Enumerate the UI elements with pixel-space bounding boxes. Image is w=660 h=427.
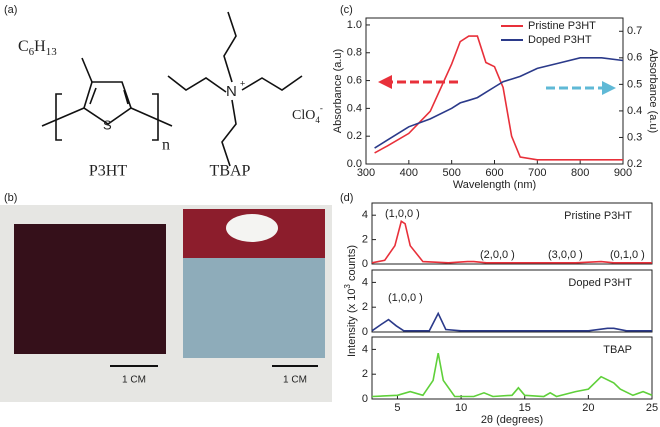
y2-tick-label: 0.4 (627, 105, 642, 117)
series-line (371, 311, 652, 332)
y-tick-label: 0 (362, 258, 368, 270)
y-tick-label: 4 (362, 343, 368, 355)
x-tick-label: 900 (614, 167, 632, 179)
y-tick-label: 0.2 (347, 130, 362, 142)
y-tick-label: 0 (362, 326, 368, 338)
side-chain: C6H13 (18, 38, 57, 58)
y-tick-label: 2 (362, 234, 368, 246)
panel-label: (a) (4, 4, 17, 16)
x-tick-label: 800 (571, 167, 589, 179)
y-tick-label: 0.0 (347, 158, 362, 170)
y-tick-label: 4 (362, 276, 368, 288)
nitrogen: N (226, 83, 237, 100)
scale-label: 1 CM (122, 375, 146, 386)
x-tick-label: 20 (582, 402, 594, 414)
y-tick-label: 2 (362, 301, 368, 313)
x-tick-label: 10 (455, 402, 467, 414)
x-tick-label: 25 (646, 402, 658, 414)
peak-label: (1,0,0 ) (385, 208, 420, 220)
y2-tick-label: 0.6 (627, 52, 642, 64)
molecule-name: P3HT (89, 163, 127, 180)
peak-label: (1,0,0 ) (388, 292, 423, 304)
x-tick-label: 500 (442, 167, 460, 179)
series-label: Doped P3HT (568, 277, 632, 289)
x-tick-label: 15 (519, 402, 531, 414)
y-tick-label: 4 (362, 209, 368, 221)
tbap-structure (167, 11, 303, 167)
series-line (371, 352, 653, 398)
pristine-film (14, 224, 166, 354)
counter-ion: ClO4- (292, 103, 323, 125)
peak-label: (3,0,0 ) (548, 249, 583, 261)
y-tick-label: 2 (362, 368, 368, 380)
series-label: TBAP (603, 344, 632, 356)
molecule-name: TBAP (210, 163, 251, 180)
peak-label: (2,0,0 ) (480, 249, 515, 261)
peak-label: (0,1,0 ) (610, 249, 645, 261)
legend-label: Doped P3HT (528, 34, 592, 46)
sulfur: S (103, 117, 112, 132)
y-tick-label: 0.8 (347, 47, 362, 59)
plot-frame (371, 336, 653, 400)
x-tick-label: 700 (528, 167, 546, 179)
y-tick-label: 0.6 (347, 74, 362, 86)
panel-label: (c) (340, 4, 353, 16)
arrowhead (378, 75, 392, 89)
y2-tick-label: 0.2 (627, 158, 642, 170)
y-tick-label: 0.4 (347, 102, 362, 114)
y2-tick-label: 0.7 (627, 25, 642, 37)
x-tick-label: 5 (394, 402, 400, 414)
y-axis-label-part: 3 (343, 284, 352, 289)
x-axis-label: 2θ (degrees) (481, 414, 543, 426)
panel-label: (d) (340, 192, 353, 204)
arrowhead (602, 81, 616, 95)
y2-axis-label: Absorbance (a.u) (647, 49, 659, 133)
legend-label: Pristine P3HT (528, 20, 596, 32)
series-line (374, 35, 623, 161)
series-line (374, 57, 624, 149)
y-axis-label: Absorbance (a.u) (332, 49, 344, 133)
doped-film (183, 258, 325, 358)
plot-frame (371, 269, 653, 333)
y2-tick-label: 0.5 (627, 78, 642, 90)
panel-label: (b) (4, 192, 17, 204)
repeat-n: n (162, 137, 170, 154)
y-tick-label: 1.0 (347, 19, 362, 31)
film-defect (226, 214, 278, 242)
charge: + (240, 78, 245, 88)
scale-label: 1 CM (283, 375, 307, 386)
y2-tick-label: 0.3 (627, 131, 642, 143)
x-tick-label: 300 (357, 167, 375, 179)
x-tick-label: 600 (485, 167, 503, 179)
y-tick-label: 0 (362, 393, 368, 405)
plot-frame (371, 202, 653, 265)
y-axis-label: Intensity (x 103 counts) (343, 245, 358, 357)
x-axis-label: Wavelength (nm) (453, 179, 536, 191)
y-axis-label-part: counts) (346, 245, 358, 284)
x-tick-label: 400 (400, 167, 418, 179)
series-label: Pristine P3HT (564, 210, 632, 222)
series-line (371, 220, 652, 264)
p3ht-structure (41, 57, 173, 141)
y-axis-label-part: Intensity (x 10 (346, 289, 358, 357)
